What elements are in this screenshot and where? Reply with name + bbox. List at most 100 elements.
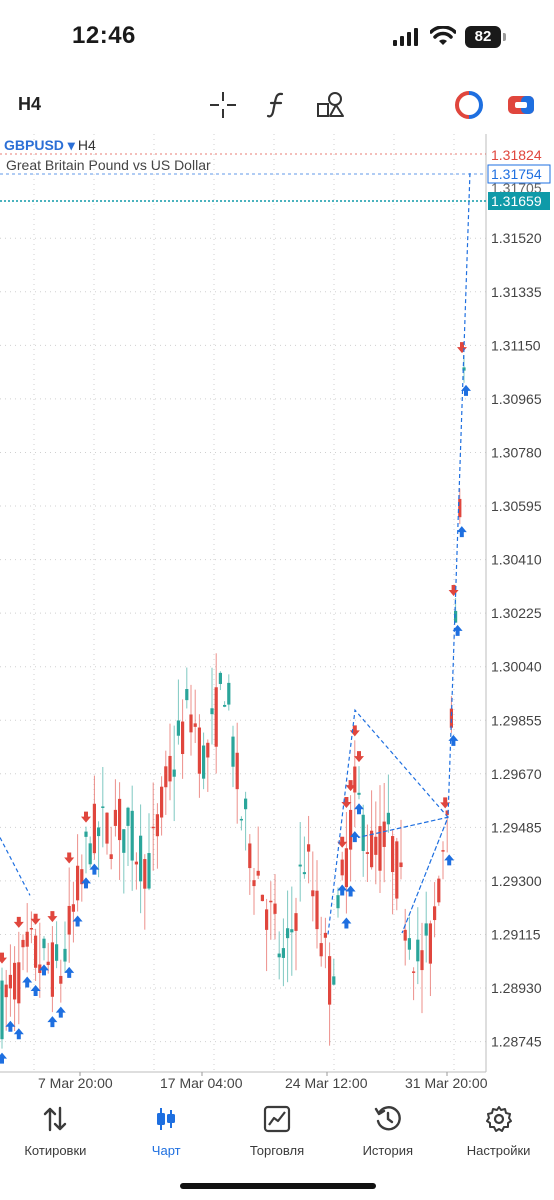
candle-body	[101, 806, 105, 808]
candle-body	[176, 720, 180, 736]
indicators-icon[interactable]	[262, 90, 292, 120]
price-chart[interactable]: 1.31520 1.31335 1.31150 1.30965 1.30780 1.305…	[0, 134, 554, 1091]
sell-arrow-marker	[81, 811, 91, 823]
nav-settings[interactable]: Настройки	[443, 1095, 554, 1200]
price-axis-label: 1.28930	[491, 980, 542, 996]
sell-arrow-marker	[47, 911, 58, 923]
candle-body	[416, 939, 420, 962]
candle-body	[38, 964, 42, 973]
buy-arrow-marker	[81, 877, 91, 889]
buy-arrow-marker	[341, 917, 352, 929]
sell-arrow-marker	[337, 836, 348, 848]
candle-body	[4, 984, 8, 998]
nav-label: Котировки	[24, 1143, 87, 1158]
candle-body	[412, 971, 416, 973]
candle-body	[55, 944, 59, 961]
nav-chart[interactable]: Чарт	[111, 1095, 222, 1200]
chart-symbol-header[interactable]: GBPUSD ▾ H4	[4, 137, 96, 153]
candle-body	[227, 682, 231, 705]
candle-body	[290, 929, 294, 933]
candle-body	[71, 904, 75, 912]
candle-body	[340, 859, 344, 876]
candle-body	[235, 752, 239, 790]
candle-body	[302, 872, 306, 875]
candle-body	[370, 830, 374, 868]
buy-arrow-marker	[22, 976, 33, 988]
current-price-box	[488, 192, 550, 210]
time-axis-label: 31 Mar 20:00	[405, 1075, 488, 1091]
price-axis-label: 1.30225	[491, 605, 542, 621]
objects-icon[interactable]	[316, 90, 346, 120]
candle-body	[399, 862, 403, 868]
candle-body	[151, 826, 155, 829]
candle-body	[206, 742, 210, 758]
candle-body	[361, 814, 365, 851]
candle-body	[248, 843, 252, 869]
chart-symbol[interactable]: GBPUSD	[4, 137, 64, 153]
candle-body	[244, 798, 248, 810]
buy-arrow-marker	[349, 831, 360, 843]
nav-trade[interactable]: Торговля	[222, 1095, 333, 1200]
chart-canvas[interactable]: 1.31520 1.31335 1.31150 1.30965 1.30780 1.305…	[0, 134, 554, 1094]
buy-arrow-marker	[55, 1006, 66, 1018]
nav-label: Чарт	[151, 1143, 181, 1158]
candle-body	[391, 836, 395, 873]
candle-body	[323, 932, 327, 938]
price-axis-label: 1.30410	[491, 552, 542, 568]
crosshair-icon[interactable]	[208, 90, 238, 120]
candle-body	[382, 821, 386, 847]
candle-body	[420, 950, 424, 971]
candle-body	[8, 974, 12, 989]
candle-body	[319, 943, 323, 957]
time-axis-label: 7 Mar 20:00	[38, 1075, 113, 1091]
candle-body	[344, 848, 348, 888]
candle-body	[374, 836, 378, 855]
candle-body	[395, 841, 399, 899]
battery-level: 82	[465, 26, 501, 48]
buy-arrow-marker	[13, 1028, 24, 1040]
timeframe-button[interactable]: H4	[18, 94, 42, 114]
nav-history[interactable]: История	[332, 1095, 443, 1200]
candle-body	[349, 809, 353, 850]
price-axis-label: 1.30780	[491, 444, 542, 460]
status-time: 12:46	[72, 22, 136, 49]
candle-body	[328, 956, 332, 1005]
chart-icon	[157, 1108, 176, 1130]
candle-body	[80, 869, 84, 885]
candle-body	[357, 792, 361, 795]
price-axis-label: 1.29300	[491, 873, 542, 889]
candle-body	[126, 807, 130, 826]
sell-arrow-marker	[341, 797, 352, 809]
price-axis-label: 1.28745	[491, 1034, 542, 1050]
chart-description: Great Britain Pound vs US Dollar	[6, 157, 211, 173]
candle-body	[407, 938, 411, 950]
trend-line	[327, 171, 471, 935]
sell-arrow-marker	[13, 916, 24, 928]
candle-body	[294, 913, 298, 931]
chat-icon[interactable]	[506, 90, 536, 120]
candle-body	[109, 854, 113, 860]
candle-body	[378, 826, 382, 871]
sell-arrow-marker	[349, 725, 360, 737]
candle-body	[42, 938, 46, 949]
candle-body	[210, 708, 214, 715]
buy-arrow-marker	[39, 964, 49, 976]
sell-arrow-marker	[448, 584, 459, 596]
cellular-signal-icon	[393, 28, 418, 46]
price-axis-label: 1.29855	[491, 712, 542, 728]
candle-body	[218, 672, 222, 684]
candle-body	[307, 844, 311, 852]
sell-arrow-marker	[30, 913, 41, 925]
nav-quotes[interactable]: Котировки	[0, 1095, 111, 1200]
candle-body	[67, 905, 71, 935]
price-axis-label: 1.31520	[491, 230, 542, 246]
settings-icon	[485, 1106, 512, 1132]
price-axis-label: 1.30965	[491, 391, 542, 407]
price-axis-label: 1.29115	[491, 926, 541, 942]
sell-arrow-marker	[457, 342, 467, 354]
candle-body	[168, 755, 172, 782]
trade-icon[interactable]	[454, 90, 484, 120]
candle-body	[92, 803, 96, 854]
sell-arrow-marker	[64, 852, 75, 864]
candle-body	[353, 766, 357, 793]
